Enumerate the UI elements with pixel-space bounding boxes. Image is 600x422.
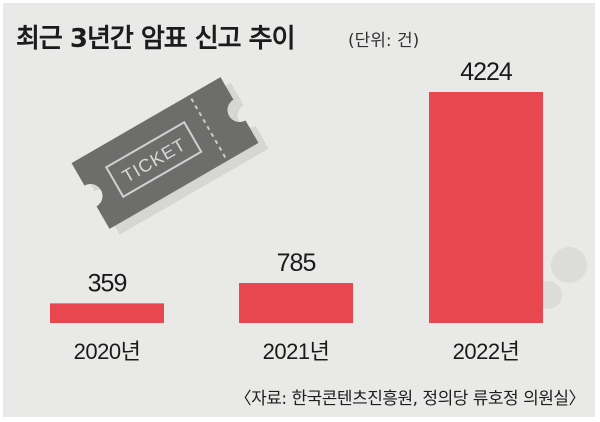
bar-2022년 bbox=[429, 92, 543, 323]
category-label: 2022년 bbox=[453, 339, 520, 364]
bars-group bbox=[50, 92, 543, 323]
unit-note: (단위: 건) bbox=[348, 31, 420, 51]
chart-frame: 최근 3년간 암표 신고 추이 (단위: 건) TICKET 359 785 422… bbox=[3, 3, 595, 417]
category-labels-group: 2020년 2021년 2022년 bbox=[74, 339, 520, 364]
value-label: 785 bbox=[277, 249, 316, 277]
chart-title: 최근 3년간 암표 신고 추이 bbox=[16, 24, 295, 54]
source-note: 〈자료: 한국콘텐츠진흥원, 정의당 류호정 의원실〉 bbox=[234, 389, 586, 409]
ticket-perforation bbox=[190, 98, 227, 158]
value-label: 4224 bbox=[460, 58, 513, 86]
bar-2020년 bbox=[50, 303, 164, 323]
ticket-body bbox=[71, 77, 259, 229]
bar-chart: TICKET 359 785 4224 2020년 2021년 2022년 bbox=[50, 58, 587, 364]
category-label: 2020년 bbox=[74, 339, 141, 364]
bar-2021년 bbox=[239, 283, 353, 323]
ticket-illustration: TICKET bbox=[71, 77, 269, 235]
ticket-label-box bbox=[104, 120, 203, 199]
value-labels-group: 359 785 4224 bbox=[88, 58, 514, 297]
category-label: 2021년 bbox=[263, 339, 330, 364]
value-label: 359 bbox=[88, 269, 127, 297]
